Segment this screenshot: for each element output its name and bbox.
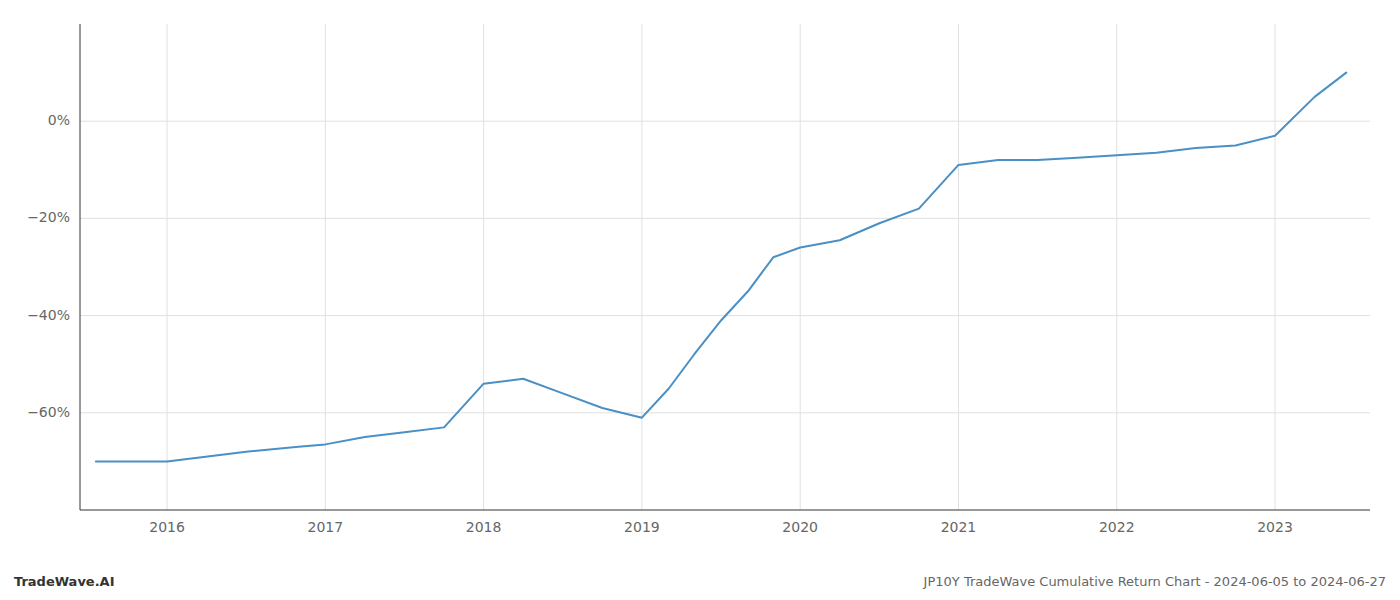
- chart: 0% −20% −40% −60% 2016 2017 2018 2019 2020 2021 20…: [0, 0, 1400, 600]
- y-tick-label: −60%: [27, 404, 70, 420]
- title: JP10Y TradeWave Cumulative Return Chart …: [923, 574, 1386, 589]
- y-grid-line: [80, 218, 1370, 219]
- x-axis-line: [80, 510, 1370, 511]
- grid: [80, 24, 1370, 510]
- x-grid-line: [483, 24, 484, 510]
- y-tick-label: −40%: [27, 307, 70, 323]
- y-grid-line: [80, 121, 1370, 122]
- y-axis-line: [80, 24, 81, 510]
- x-grid-line: [167, 24, 168, 510]
- y-tick-label: −20%: [27, 209, 70, 225]
- x-tick-label: 2016: [149, 519, 185, 535]
- x-grid-line: [800, 24, 801, 510]
- x-grid-line: [641, 24, 642, 510]
- x-tick-label: 2021: [941, 519, 977, 535]
- plot-area: [96, 73, 1346, 462]
- x-tick-label: 2022: [1099, 519, 1135, 535]
- line: [96, 73, 1346, 462]
- x-tick-label: 2017: [308, 519, 344, 535]
- x-tick-label: 2023: [1257, 519, 1293, 535]
- x-tick-label: 2020: [782, 519, 818, 535]
- x-tick-label: 2018: [466, 519, 502, 535]
- y-grid-line: [80, 412, 1370, 413]
- x-grid-line: [1116, 24, 1117, 510]
- x-tick-label: 2019: [624, 519, 660, 535]
- footer-brand: TradeWave.AI: [14, 574, 115, 589]
- x-grid-line: [1275, 24, 1276, 510]
- y-tick-label: 0%: [48, 112, 70, 128]
- x-grid-line: [958, 24, 959, 510]
- axes: 0% −20% −40% −60% 2016 2017 2018 2019 2020 2021 20…: [27, 24, 1370, 535]
- x-grid-line: [325, 24, 326, 510]
